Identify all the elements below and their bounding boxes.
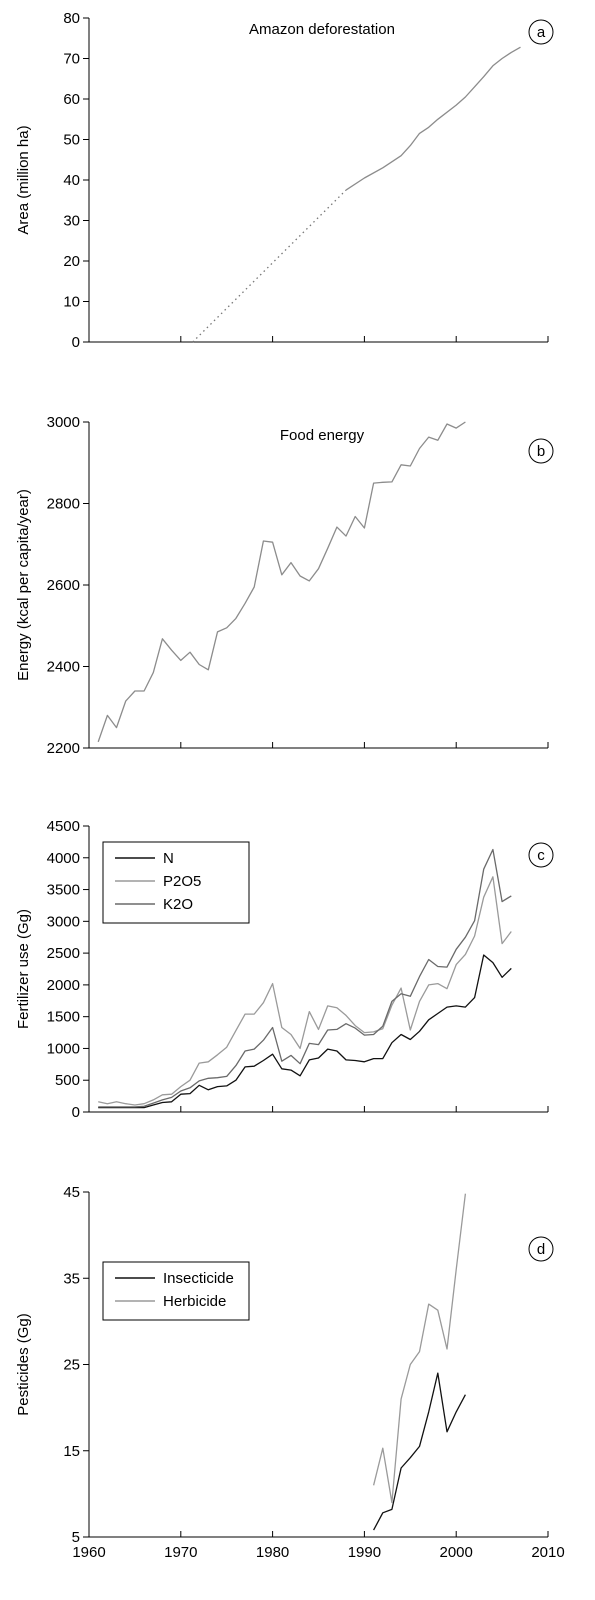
- series-line-p2o5: [98, 876, 512, 1106]
- legend: Insecticide Herbicide: [102, 1261, 250, 1321]
- chart-title: Food energy: [280, 427, 365, 444]
- panel-label: d: [537, 1241, 545, 1258]
- x-tick-label: 1970: [164, 1544, 197, 1561]
- y-tick-label: 2000: [47, 977, 80, 994]
- panel-label-circle: [528, 1236, 554, 1262]
- panel-label-circle: [528, 19, 554, 45]
- legend-label: Herbicide: [163, 1293, 226, 1310]
- y-tick-label: 50: [63, 132, 80, 149]
- x-tick-label: 1990: [348, 1544, 381, 1561]
- panel-label: b: [537, 443, 545, 460]
- panel-c: 0 500 1000 1500 2000 2500 3000 3500 4000 4500 Fert…: [15, 818, 554, 1121]
- y-tick-label: 4500: [47, 818, 80, 835]
- series-line-insecticide: [373, 1372, 466, 1531]
- panel-a: 0 10 20 30 40 50 60 70 80 Area (million ha) Amazon…: [15, 10, 554, 351]
- y-tick-label: 0: [72, 334, 80, 351]
- panel-label-circle: [528, 842, 554, 868]
- series-line-n: [98, 954, 512, 1109]
- y-tick-label: 20: [63, 253, 80, 270]
- legend-box: [102, 841, 250, 924]
- legend-label: K2O: [163, 896, 193, 913]
- x-tick-label: 1960: [72, 1544, 105, 1561]
- series-line-k2o: [98, 848, 512, 1108]
- y-tick-label: 500: [55, 1072, 80, 1089]
- y-axis-label: Energy (kcal per capita/year): [15, 489, 32, 681]
- y-tick-label: 10: [63, 294, 80, 311]
- y-tick-label: 5: [72, 1529, 80, 1546]
- panel-label: c: [537, 847, 545, 864]
- y-tick-label: 3500: [47, 882, 80, 899]
- legend-label: P2O5: [163, 873, 201, 890]
- panel-label-circle: [528, 438, 554, 464]
- panel-label: a: [537, 24, 546, 41]
- y-tick-label: 3000: [47, 414, 80, 431]
- y-tick-label: 1500: [47, 1009, 80, 1026]
- legend-label: Insecticide: [163, 1270, 234, 1287]
- series-line-0: [192, 189, 347, 343]
- y-tick-label: 15: [63, 1443, 80, 1460]
- y-tick-label: 60: [63, 91, 80, 108]
- y-tick-label: 30: [63, 213, 80, 230]
- y-tick-label: 45: [63, 1184, 80, 1201]
- series-line-0: [97, 421, 466, 743]
- x-tick-label: 2000: [440, 1544, 473, 1561]
- y-tick-label: 2800: [47, 496, 80, 513]
- y-tick-label: 25: [63, 1357, 80, 1374]
- y-axis-label: Pesticides (Gg): [15, 1313, 32, 1416]
- series-line-1: [345, 46, 521, 191]
- y-axis-label: Fertilizer use (Gg): [15, 909, 32, 1029]
- y-tick-label: 1000: [47, 1040, 80, 1057]
- y-tick-label: 3000: [47, 913, 80, 930]
- y-tick-label: 2500: [47, 945, 80, 962]
- y-tick-label: 0: [72, 1104, 80, 1121]
- x-tick-label: 1980: [256, 1544, 289, 1561]
- y-tick-label: 40: [63, 172, 80, 189]
- legend-label: N: [163, 850, 174, 867]
- y-tick-label: 2600: [47, 577, 80, 594]
- series-line-herbicide: [372, 1193, 467, 1504]
- y-axis-label: Area (million ha): [15, 125, 32, 234]
- legend-box: [102, 1261, 250, 1321]
- legend: N P2O5 K2O: [102, 841, 250, 924]
- y-tick-label: 35: [63, 1270, 80, 1287]
- y-tick-label: 70: [63, 51, 80, 68]
- y-tick-label: 80: [63, 10, 80, 27]
- chart-title: Amazon deforestation: [249, 21, 395, 38]
- x-tick-label: 2010: [531, 1544, 564, 1561]
- panel-b: 2200 2400 2600 2800 3000 Energy (kcal per cap…: [15, 414, 554, 757]
- y-tick-label: 4000: [47, 850, 80, 867]
- y-tick-label: 2200: [47, 740, 80, 757]
- panel-d: 5 15 25 35 45 1960 1970 1980 1990 2000 2010 Pestici…: [15, 1184, 565, 1561]
- y-tick-label: 2400: [47, 659, 80, 676]
